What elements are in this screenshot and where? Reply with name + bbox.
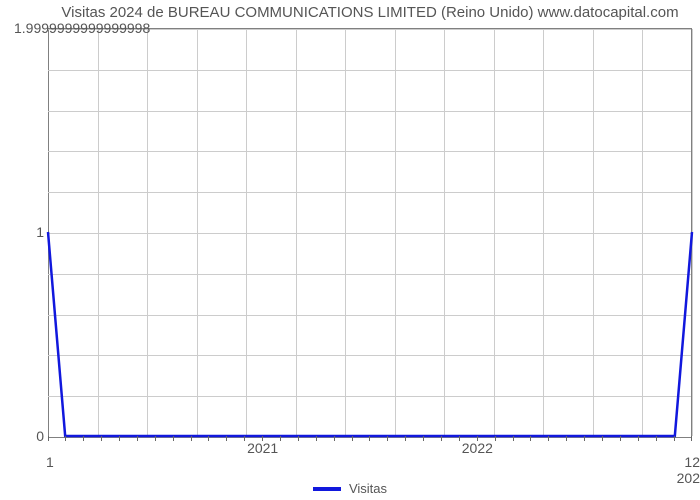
x-minor-tick [495, 436, 496, 441]
chart-title: Visitas 2024 de BUREAU COMMUNICATIONS LI… [50, 4, 690, 21]
y-tick-label: 0 [14, 428, 44, 444]
x-minor-tick [620, 436, 621, 441]
x-minor-tick [602, 436, 603, 441]
x-axis-start-label: 1 [46, 454, 54, 470]
x-minor-tick [548, 436, 549, 441]
x-minor-tick [691, 436, 692, 441]
x-minor-tick [369, 436, 370, 441]
y-tick-label: 1.9999999999999998 [14, 20, 44, 36]
x-minor-tick [513, 436, 514, 441]
x-minor-tick [405, 436, 406, 441]
legend-swatch [313, 487, 341, 491]
x-minor-tick [155, 436, 156, 441]
x-minor-tick [584, 436, 585, 441]
series-polyline [48, 232, 692, 436]
x-minor-tick [173, 436, 174, 441]
x-minor-tick [280, 436, 281, 441]
x-minor-tick [262, 436, 263, 441]
legend: Visitas [0, 480, 700, 496]
x-minor-tick [101, 436, 102, 441]
legend-label: Visitas [349, 481, 387, 496]
chart-container: Visitas 2024 de BUREAU COMMUNICATIONS LI… [0, 0, 700, 500]
x-minor-tick [656, 436, 657, 441]
x-minor-tick [352, 436, 353, 441]
x-minor-tick [119, 436, 120, 441]
x-minor-tick [226, 436, 227, 441]
x-minor-tick [65, 436, 66, 441]
x-minor-tick [423, 436, 424, 441]
x-minor-tick [298, 436, 299, 441]
x-minor-tick [48, 436, 49, 441]
x-minor-tick [83, 436, 84, 441]
x-minor-tick [441, 436, 442, 441]
x-minor-tick [459, 436, 460, 441]
x-minor-tick [208, 436, 209, 441]
data-series-line [48, 28, 692, 436]
x-minor-tick [137, 436, 138, 441]
x-minor-tick [674, 436, 675, 441]
x-minor-tick [638, 436, 639, 441]
x-minor-tick [477, 436, 478, 441]
x-minor-tick [334, 436, 335, 441]
x-tick-label: 2021 [247, 440, 278, 456]
x-minor-tick [566, 436, 567, 441]
y-tick-label: 1 [14, 224, 44, 240]
x-tick-label: 2022 [462, 440, 493, 456]
x-minor-tick [387, 436, 388, 441]
x-minor-tick [316, 436, 317, 441]
x-minor-tick [530, 436, 531, 441]
x-minor-tick [244, 436, 245, 441]
x-minor-tick [191, 436, 192, 441]
